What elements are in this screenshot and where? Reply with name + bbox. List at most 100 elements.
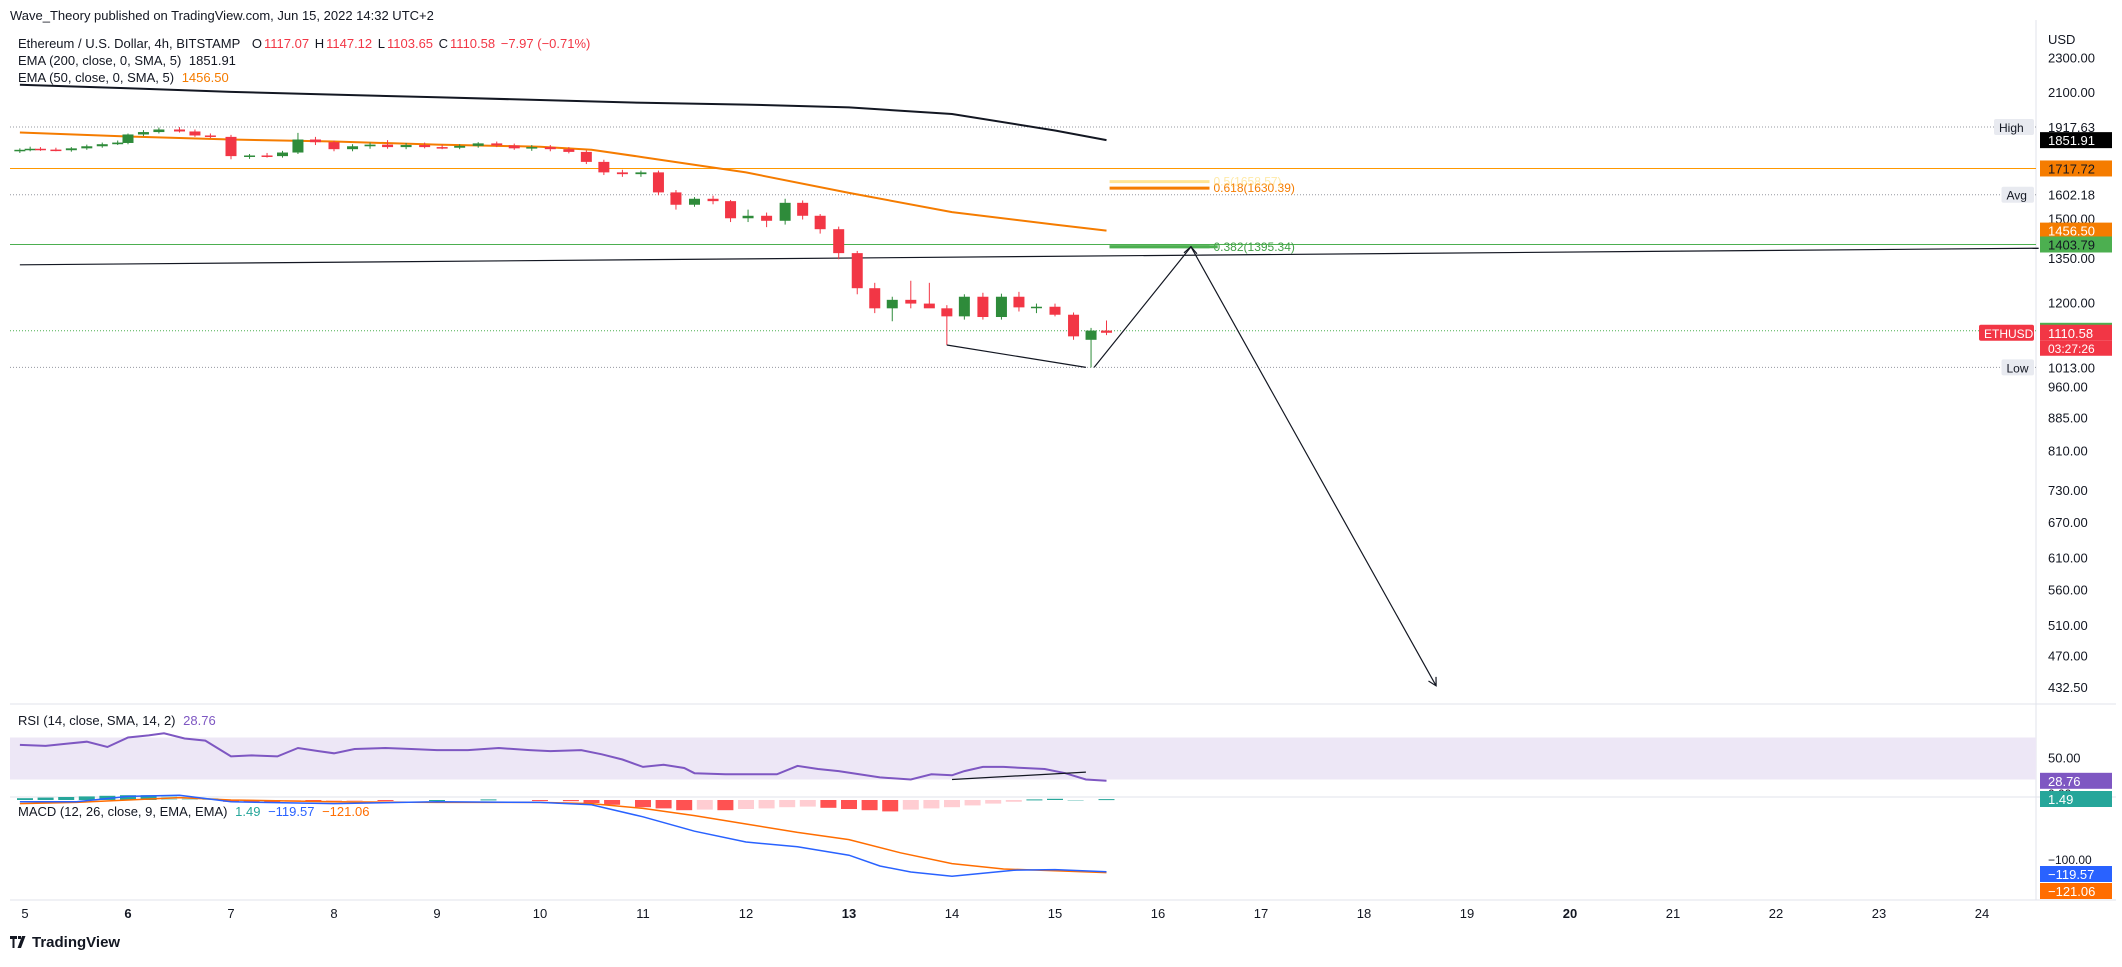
price-tag-box (2039, 186, 2113, 204)
macd-axis-tick: −100.00 (2048, 853, 2092, 867)
time-axis-tick: 8 (330, 906, 337, 921)
time-axis-tick: 22 (1769, 906, 1783, 921)
candle (742, 209, 754, 223)
candle (689, 197, 700, 207)
ema50-legend[interactable]: EMA (50, close, 0, SMA, 5) 1456.50 (18, 70, 229, 85)
price-axis-tick: 810.00 (2048, 444, 2088, 459)
candle-body (725, 201, 737, 219)
macd-histogram-bar (1026, 799, 1043, 801)
candle (707, 195, 719, 205)
macd-histogram-bar (758, 800, 775, 809)
price-axis-tick: 560.00 (2048, 583, 2088, 598)
candle (204, 133, 216, 139)
time-axis-tick: 13 (842, 906, 856, 921)
macd-histogram-bar (882, 800, 899, 812)
candle-body (886, 299, 898, 309)
candle (122, 133, 134, 145)
macd-signal-line (19, 796, 1107, 874)
candle (189, 129, 201, 137)
symbol-legend[interactable]: Ethereum / U.S. Dollar, 4h, BITSTAMP O 11… (18, 36, 592, 51)
time-axis-tick: 5 (21, 906, 28, 921)
candle-body (174, 129, 185, 132)
candle (995, 293, 1007, 320)
macd-legend[interactable]: MACD (12, 26, close, 9, EMA, EMA) 1.49 −… (18, 804, 369, 819)
macd-histogram-bar (655, 800, 672, 809)
macd-histogram-bar (944, 800, 960, 808)
macd-histogram-bar (377, 800, 394, 801)
candle-body (122, 134, 134, 143)
macd-histogram-bar (326, 800, 342, 802)
rsi-legend[interactable]: RSI (14, close, SMA, 14, 2) 28.76 (18, 713, 216, 728)
macd-histogram-bar (717, 800, 734, 811)
candle (14, 148, 26, 153)
candle (526, 145, 538, 151)
candle-body (328, 142, 340, 150)
macd-histogram-bar (799, 800, 816, 807)
candle-body (50, 149, 62, 152)
candle-body (580, 151, 592, 162)
rsi-value-tag-box (2040, 772, 2112, 789)
rsi-divergence-line (951, 771, 1086, 781)
candle (137, 130, 149, 137)
candle (797, 200, 809, 220)
candle (833, 226, 845, 260)
macd-value-tag-box (2040, 866, 2112, 882)
macd-histogram-bar (696, 800, 713, 810)
time-axis-tick: 19 (1460, 906, 1474, 921)
time-axis-tick: 15 (1048, 906, 1062, 921)
price-tag: 1456.50 (2040, 222, 2112, 239)
candle (96, 142, 108, 148)
symbol-title: Ethereum / U.S. Dollar, 4h, BITSTAMP (18, 36, 241, 51)
macd-histogram-bar (1005, 800, 1022, 802)
tradingview-logo[interactable]: TradingView (10, 934, 120, 951)
price-tag-text: 1851.91 (2048, 133, 2095, 148)
time-axis-tick: 12 (739, 906, 753, 921)
tradingview-wordmark: TradingView (32, 934, 121, 951)
price-tag-side-label: Avg (2007, 189, 2027, 203)
candle-body (34, 148, 46, 151)
candle (886, 296, 898, 322)
price-tag-side-label: Low (2007, 361, 2029, 375)
price-tag-text: 1602.18 (2048, 188, 2095, 203)
candle-body (292, 139, 304, 153)
candle (905, 280, 917, 309)
price-tag-side-label: ETHUSD (1984, 327, 2034, 341)
macd-histogram-bar (562, 800, 579, 802)
price-axis-tick: 470.00 (2048, 649, 2088, 664)
candle-body (869, 288, 881, 309)
candle (851, 250, 863, 295)
macd-histogram-bar (985, 800, 1002, 804)
time-axis-tick: 11 (636, 906, 650, 921)
candle (725, 199, 737, 223)
candle-body (1013, 296, 1025, 308)
candle-body (491, 143, 503, 146)
candle-body (261, 155, 273, 157)
candle (616, 169, 628, 177)
ema200-legend[interactable]: EMA (200, close, 0, SMA, 5) 1851.91 (18, 53, 236, 68)
macd-histogram-bar (923, 800, 940, 809)
high-value: 1147.12 (326, 36, 373, 51)
candle-body (472, 143, 484, 146)
price-axis-tick: 2100.00 (2048, 85, 2095, 100)
candle-body (689, 198, 700, 205)
candle-body (112, 142, 124, 145)
change-value: −7.97 (−0.71%) (500, 36, 591, 51)
candle (112, 140, 124, 146)
candle (491, 141, 503, 148)
macd-histogram-bar (243, 800, 260, 803)
candle (400, 142, 412, 150)
candle (436, 144, 448, 150)
candle-body (923, 303, 935, 309)
open-value: 1117.07 (264, 36, 310, 51)
time-axis-tick: 9 (433, 906, 440, 921)
macd-histogram-bar (604, 800, 621, 805)
projection-arrowhead-mid (1183, 245, 1198, 255)
candle (225, 134, 237, 160)
candle (958, 294, 970, 320)
candle-body (1085, 330, 1097, 340)
trendline (19, 247, 2039, 266)
candle (419, 142, 431, 149)
candle-body (347, 146, 359, 150)
price-axis-tick: 730.00 (2048, 483, 2088, 498)
